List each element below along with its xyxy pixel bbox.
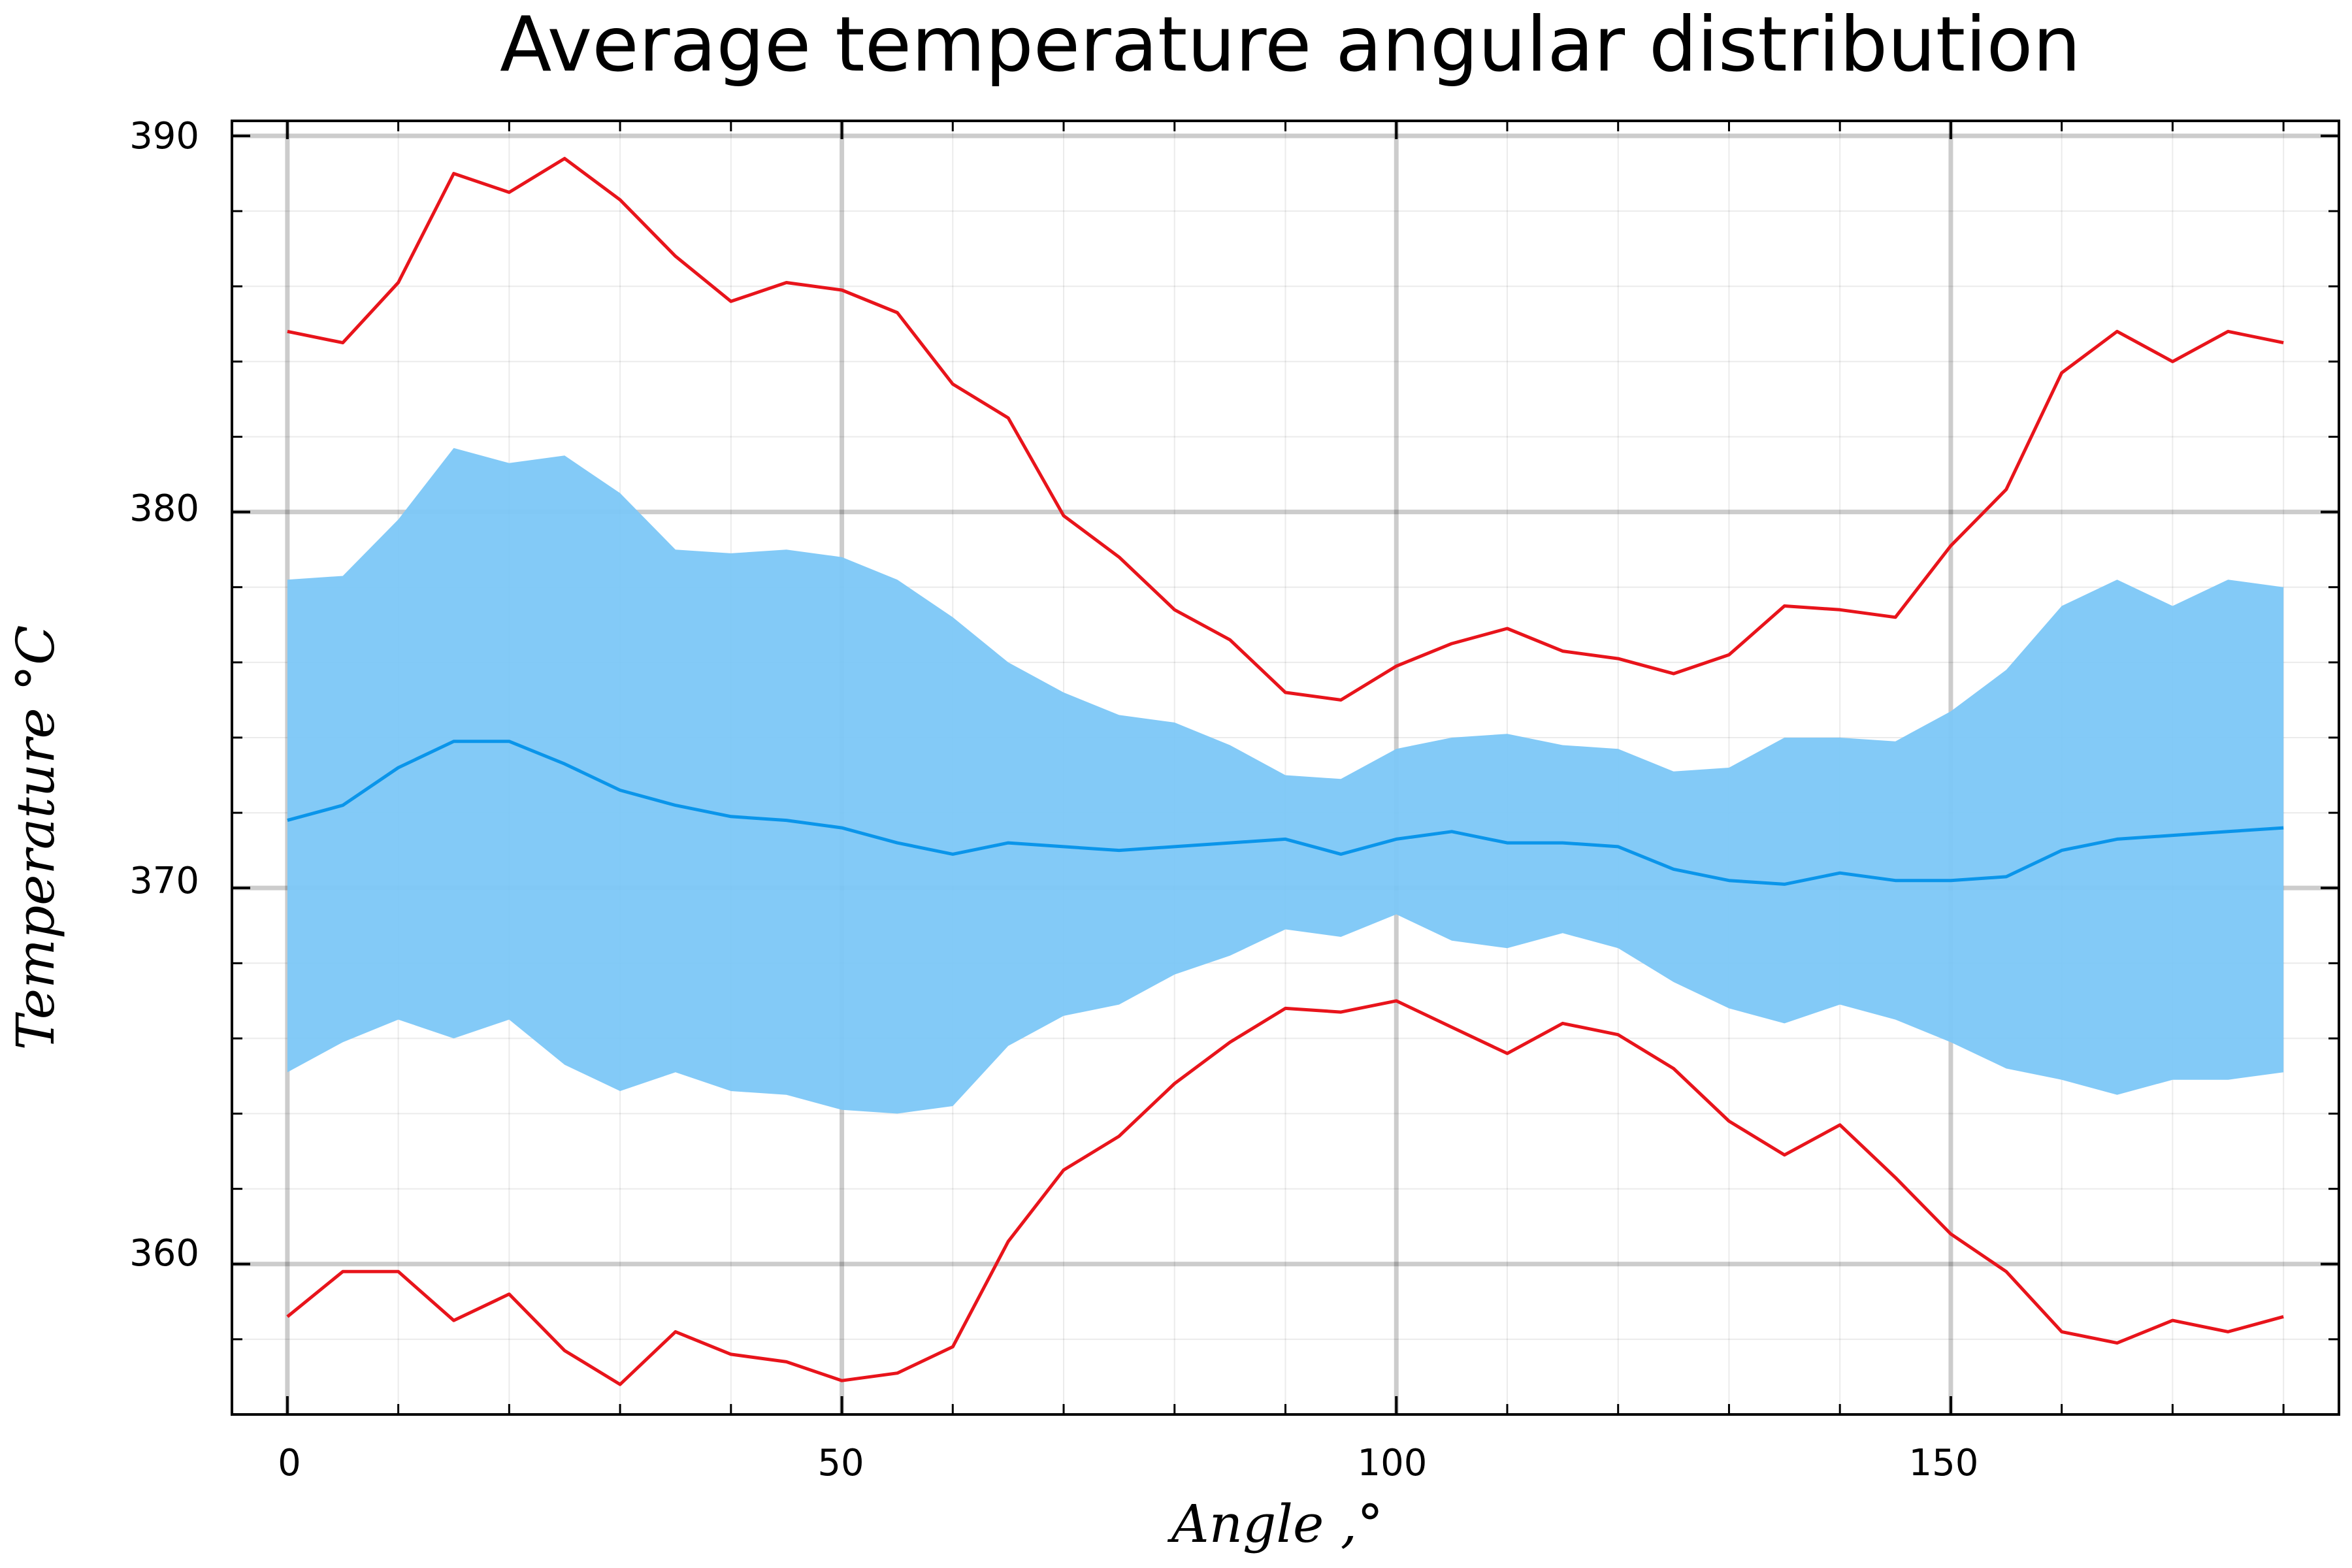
- plot-series: [286, 157, 2284, 1386]
- x-tick-label: 150: [1909, 1442, 1979, 1484]
- x-tick-label: 0: [278, 1442, 301, 1484]
- std-deviation-band: [287, 448, 2284, 1114]
- x-tick-label: 50: [817, 1442, 864, 1484]
- min-line: [286, 999, 2284, 1386]
- mean-line: [287, 740, 2284, 886]
- x-tick-label: 100: [1358, 1442, 1428, 1484]
- chart-title: Average temperature angular distribution: [500, 1, 2081, 89]
- y-tick-label: 380: [129, 487, 199, 530]
- y-tick-label: 360: [129, 1232, 199, 1275]
- axis-tick-marks: [232, 121, 2339, 1414]
- x-axis-label: Angle ,°: [1167, 1494, 1383, 1554]
- y-tick-label: 390: [129, 115, 199, 157]
- y-tick-label: 370: [129, 860, 199, 902]
- max-line: [287, 157, 2284, 702]
- y-axis-label: Temperature °C: [5, 625, 66, 1051]
